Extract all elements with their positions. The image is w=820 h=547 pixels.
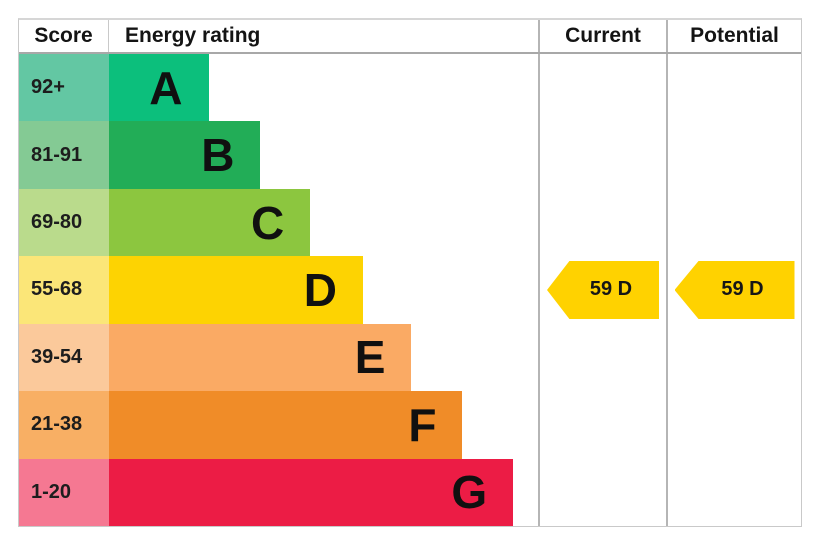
potential-header-label: Potential — [690, 24, 779, 47]
band-row-c: 69-80 C — [19, 188, 801, 257]
energy-rating-cell: E — [109, 323, 538, 392]
potential-rating-value: 59 D — [721, 278, 764, 301]
band-bar: G — [109, 458, 514, 526]
score-range-label: 21-38 — [31, 413, 83, 436]
band-row-a: 92+ A — [19, 54, 801, 122]
header-row: Score Energy rating Current Potential — [19, 20, 801, 54]
band-letter: B — [201, 129, 235, 182]
score-range-cell: 81-91 — [19, 121, 109, 189]
potential-cell — [666, 188, 801, 257]
energy-rating-column-header: Energy rating — [109, 20, 538, 52]
score-range-label: 39-54 — [31, 345, 83, 368]
band-bar: B — [109, 121, 261, 189]
score-range-label: 55-68 — [31, 278, 83, 301]
current-cell — [538, 323, 666, 392]
potential-cell — [666, 54, 801, 122]
band-letter: E — [354, 331, 386, 384]
current-rating-value: 59 D — [589, 278, 633, 301]
score-range-cell: 21-38 — [19, 391, 109, 459]
score-range-label: 1-20 — [31, 480, 72, 503]
current-header-label: Current — [565, 24, 641, 47]
score-range-label: 92+ — [31, 76, 65, 99]
score-range-cell: 1-20 — [19, 458, 109, 526]
current-column-header: Current — [538, 20, 666, 52]
band-row-e: 39-54 E — [19, 323, 801, 392]
energy-rating-cell: F — [109, 391, 538, 459]
current-cell — [538, 391, 666, 459]
score-range-cell: 69-80 — [19, 188, 109, 257]
potential-cell — [666, 391, 801, 459]
band-letter: C — [250, 196, 285, 249]
band-bar: D — [109, 256, 363, 324]
band-letter: D — [303, 263, 337, 316]
potential-cell — [666, 323, 801, 392]
score-range-label: 69-80 — [31, 211, 83, 234]
energy-rating-cell: G — [109, 458, 538, 526]
score-header-label: Score — [34, 24, 93, 47]
current-rating-arrow: 59 D — [547, 260, 659, 319]
band-bar: E — [109, 323, 412, 392]
band-row-f: 21-38 F — [19, 391, 801, 459]
energy-rating-cell: D — [109, 256, 538, 324]
potential-cell — [666, 121, 801, 189]
score-range-cell: 92+ — [19, 54, 109, 122]
energy-rating-cell: C — [109, 188, 538, 257]
energy-rating-cell: A — [109, 54, 538, 122]
score-column-header: Score — [19, 20, 109, 52]
potential-rating-arrow: 59 D — [674, 260, 795, 319]
energy-rating-cell: B — [109, 121, 538, 189]
band-row-d: 55-68 D 59 D 59 D — [19, 256, 801, 324]
potential-column-header: Potential — [666, 20, 801, 52]
current-cell — [538, 458, 666, 526]
score-range-cell: 39-54 — [19, 323, 109, 392]
current-cell — [538, 188, 666, 257]
current-cell — [538, 121, 666, 189]
potential-cell — [666, 458, 801, 526]
band-letter: F — [408, 398, 437, 451]
band-bar: A — [109, 54, 209, 122]
band-row-g: 1-20 G — [19, 458, 801, 526]
energy-rating-header-label: Energy rating — [125, 24, 261, 47]
current-cell: 59 D — [538, 256, 666, 324]
epc-table: Score Energy rating Current Potential 92… — [18, 18, 802, 527]
band-bar: C — [109, 188, 311, 257]
band-bar: F — [109, 391, 463, 459]
band-letter: A — [149, 61, 183, 114]
score-range-label: 81-91 — [31, 143, 83, 166]
band-letter: G — [451, 466, 488, 519]
current-cell — [538, 54, 666, 122]
potential-cell: 59 D — [666, 256, 801, 324]
band-row-b: 81-91 B — [19, 121, 801, 189]
score-range-cell: 55-68 — [19, 256, 109, 324]
